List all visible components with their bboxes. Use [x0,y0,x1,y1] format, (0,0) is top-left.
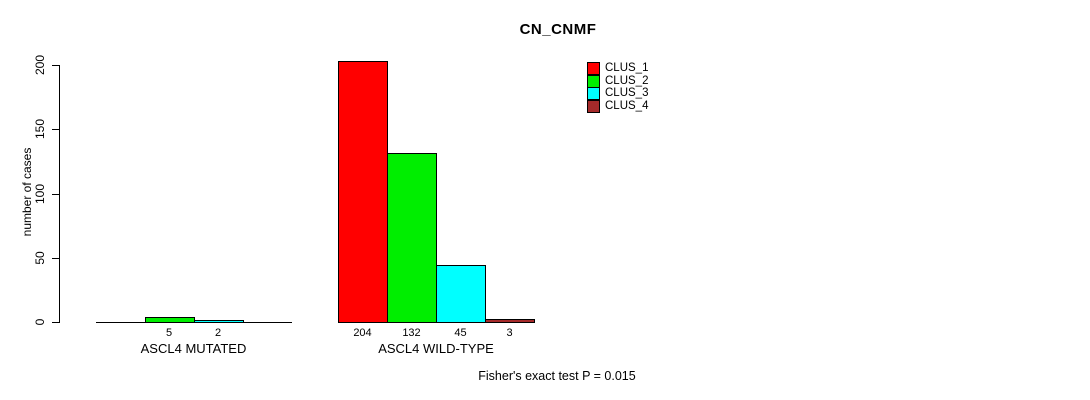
y-tick-label: 150 [33,118,47,140]
y-tick-label: 100 [33,183,47,205]
y-tick [52,65,59,66]
y-tick [52,129,59,130]
bar [193,320,244,323]
y-tick [52,258,59,259]
legend-label: CLUS_4 [605,99,649,112]
bar [485,319,535,323]
legend-label: CLUS_1 [605,62,649,74]
legend-swatch [587,99,600,113]
bar-value-label: 132 [402,327,421,339]
legend-swatch [587,87,600,100]
legend-label: CLUS_2 [605,74,649,87]
bar [436,265,486,323]
y-axis-label: number of cases [20,147,34,237]
legend-swatch [587,74,600,88]
bar-value-label: 3 [506,327,513,339]
y-tick-label: 200 [33,54,47,76]
y-tick [52,194,59,195]
y-tick-label: 0 [33,318,47,326]
bar-value-label: 45 [454,327,467,339]
y-axis-line [59,65,60,323]
group-label: ASCL4 MUTATED [140,341,247,356]
legend-swatch [587,62,600,75]
fisher-annotation: Fisher's exact test P = 0.015 [478,369,636,383]
y-tick-label: 50 [33,251,47,265]
bar [338,61,388,323]
group-label: ASCL4 WILD-TYPE [378,341,494,356]
bar-value-label: 204 [353,327,372,339]
bar-value-label: 2 [214,327,222,339]
y-tick [52,322,59,323]
bar [387,153,437,323]
legend-label: CLUS_3 [605,87,649,99]
bar-value-label: 5 [165,327,173,339]
bar [144,317,195,323]
chart-title: CN_CNMF [519,21,597,38]
